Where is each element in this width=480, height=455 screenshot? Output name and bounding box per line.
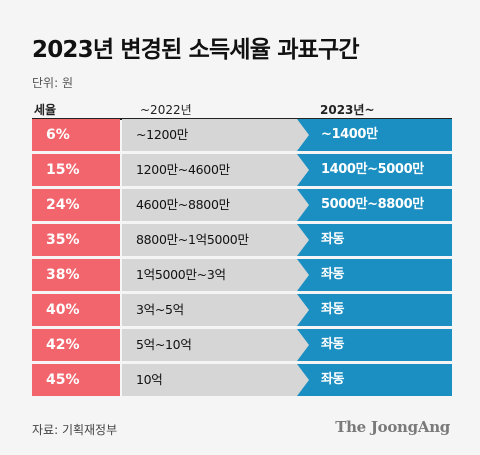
new-bracket-cell: 좌동 [297,294,452,326]
table-row: 35% 8800만~1억5000만 좌동 [32,224,452,256]
table-row: 6% ~1200만 ~1400만 [32,119,452,151]
old-bracket-cell: ~1200만 [122,119,314,151]
old-bracket-cell: 5억~10억 [122,329,314,361]
new-bracket-cell: ~1400만 [297,119,452,151]
table-row: 45% 10억 좌동 [32,364,452,396]
rate-cell: 6% [32,119,120,151]
old-bracket-cell: 1억5000만~3억 [122,259,314,291]
rate-cell: 42% [32,329,120,361]
header-new-bracket: 2023년~ [320,103,375,117]
tax-bracket-table: 6% ~1200만 ~1400만 15% 1200만~4600만 1400만~5000만 2… [32,119,452,399]
rate-cell: 40% [32,294,120,326]
new-bracket-cell: 좌동 [297,364,452,396]
old-bracket-cell: 1200만~4600만 [122,154,314,186]
old-bracket-cell: 8800만~1억5000만 [122,224,314,256]
old-bracket-cell: 3억~5억 [122,294,314,326]
new-bracket-cell: 좌동 [297,329,452,361]
new-bracket-cell: 좌동 [297,224,452,256]
header-old-bracket: ~2022년 [140,103,192,117]
old-bracket-cell: 4600만~8800만 [122,189,314,221]
new-bracket-cell: 좌동 [297,259,452,291]
unit-label: 단위: 원 [32,76,73,90]
rate-cell: 45% [32,364,120,396]
old-bracket-cell: 10억 [122,364,314,396]
table-row: 24% 4600만~8800만 5000만~8800만 [32,189,452,221]
chart-title: 2023년 변경된 소득세율 과표구간 [32,37,360,63]
source-note: 자료: 기획재정부 [32,423,118,437]
rate-cell: 15% [32,154,120,186]
rate-cell: 24% [32,189,120,221]
new-bracket-cell: 5000만~8800만 [297,189,452,221]
rate-cell: 38% [32,259,120,291]
rate-cell: 35% [32,224,120,256]
brand-logo: The JoongAng [335,418,450,436]
table-row: 42% 5억~10억 좌동 [32,329,452,361]
table-row: 15% 1200만~4600만 1400만~5000만 [32,154,452,186]
table-row: 38% 1억5000만~3억 좌동 [32,259,452,291]
header-rate: 세율 [34,103,57,117]
new-bracket-cell: 1400만~5000만 [297,154,452,186]
table-row: 40% 3억~5억 좌동 [32,294,452,326]
